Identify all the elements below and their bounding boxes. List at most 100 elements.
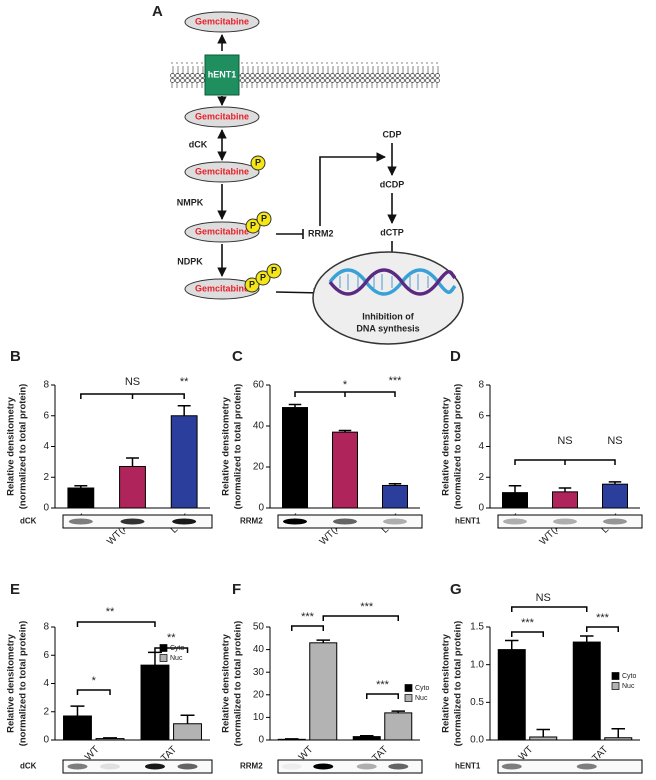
molecule <box>184 106 260 128</box>
transporter-label: hENT1 <box>208 69 237 79</box>
y-tick-label: 0 <box>43 503 49 514</box>
significance-bracket <box>514 459 616 465</box>
y-tick-label: 4 <box>43 678 49 689</box>
blot-label: hENT1 <box>455 762 481 771</box>
y-axis-label: Relative densitometry <box>221 396 232 495</box>
blot-band <box>144 763 165 770</box>
blot-band <box>533 764 553 770</box>
bar <box>332 431 358 509</box>
phosphate-label: P <box>271 265 277 275</box>
error-bar <box>177 405 191 416</box>
significance-bracket <box>291 625 324 631</box>
blot-band <box>281 763 302 770</box>
significance-label: ** <box>180 376 189 388</box>
significance-bracket <box>76 621 156 627</box>
bar <box>352 736 381 741</box>
bar-chart: C Relative densitometry (normalized to tot… <box>221 348 423 547</box>
error-bar <box>70 705 85 716</box>
phosphate <box>266 263 282 279</box>
y-axis-label: Relative densitometry <box>6 633 17 732</box>
phosphate <box>244 277 260 293</box>
significance-label: ** <box>106 606 115 618</box>
bar <box>502 492 528 509</box>
legend-swatch <box>404 694 413 702</box>
blot-band <box>68 518 93 525</box>
blot-band <box>67 763 88 770</box>
panel-letter: B <box>10 348 21 365</box>
molecule-label: Gemcitabine <box>195 111 249 121</box>
y-axis-label: (normalized to total protein) <box>453 621 464 747</box>
nucleotide-label: dCTP <box>380 227 404 237</box>
y-tick-label: 2 <box>43 706 49 717</box>
significance-label: *** <box>360 601 374 613</box>
y-tick-label: 2 <box>478 472 484 483</box>
phosphate-label: P <box>250 220 256 230</box>
bar <box>384 712 413 741</box>
error-bar <box>536 728 550 737</box>
blot-strip <box>497 759 643 774</box>
inhibitor-label: RRM2 <box>308 228 334 238</box>
molecule-label: Gemcitabine <box>195 16 249 26</box>
bar-chart: B Relative densitometry (normalized to tot… <box>6 348 213 547</box>
significance-label: NS <box>557 435 572 447</box>
y-tick-label: 40 <box>253 421 265 432</box>
y-tick-label: 0 <box>258 503 264 514</box>
error-bar <box>288 403 302 408</box>
significance-label: NS <box>125 376 140 388</box>
significance-label: NS <box>536 592 551 604</box>
y-tick-label: 40 <box>253 644 265 655</box>
legend-swatch <box>404 684 413 692</box>
y-tick-label: 30 <box>253 667 265 678</box>
bar-chart: G Relative densitometry (normalized to tot… <box>441 581 643 774</box>
error-bar <box>611 727 625 738</box>
blot-strip <box>497 514 643 529</box>
panel-a: A hENT1 Gemcitabine Gemcitabine Gemcitab… <box>152 3 464 345</box>
outcome-label: Inhibition of <box>362 311 414 321</box>
y-tick-label: 0.0 <box>470 735 484 746</box>
bar-chart: D Relative densitometry (normalized to tot… <box>441 348 643 547</box>
phosphate <box>255 270 271 286</box>
panel-letter: C <box>232 348 243 365</box>
y-tick-label: 8 <box>478 380 484 391</box>
significance-label: * <box>343 379 348 391</box>
significance-bracket <box>154 647 189 653</box>
error-bar <box>558 487 572 492</box>
blot-band <box>603 518 627 525</box>
molecule <box>184 221 260 243</box>
y-tick-label: 0 <box>478 503 484 514</box>
blot-band <box>576 763 597 770</box>
legend-swatch <box>159 644 168 652</box>
legend-swatch <box>159 654 168 662</box>
legend-label: Cyto <box>415 685 430 692</box>
bar <box>277 738 306 741</box>
y-tick-label: 0 <box>258 735 264 746</box>
bar <box>309 642 338 741</box>
arrow <box>319 152 386 226</box>
y-axis-label: (normalized to total protein) <box>453 384 464 510</box>
significance-bracket <box>322 615 399 621</box>
significance-label: *** <box>596 612 610 624</box>
phosphates: P P P P P P <box>244 155 282 293</box>
bar <box>170 415 198 509</box>
y-axis-label: Relative densitometry <box>221 633 232 732</box>
molecule-label: Gemcitabine <box>195 283 249 293</box>
significance-bracket <box>76 689 111 695</box>
y-tick-label: 20 <box>253 689 265 700</box>
significance-bracket <box>366 693 399 699</box>
bar <box>602 483 628 509</box>
blot-strip <box>277 759 423 774</box>
blot-label: dCK <box>20 517 37 526</box>
dna-helix <box>328 268 457 296</box>
error-bar <box>126 457 139 467</box>
legend-label: Nuc <box>170 655 183 662</box>
significance-bracket <box>511 606 588 612</box>
significance-bracket <box>586 626 619 632</box>
bar <box>140 664 170 741</box>
y-axis-label: (normalized to total protein) <box>233 384 244 510</box>
nucleus <box>312 251 464 345</box>
molecule <box>184 161 260 183</box>
enzyme-label: NDPK <box>177 256 203 266</box>
phosphate <box>250 155 266 171</box>
blot-strip <box>62 759 213 774</box>
blot-band <box>501 763 522 770</box>
